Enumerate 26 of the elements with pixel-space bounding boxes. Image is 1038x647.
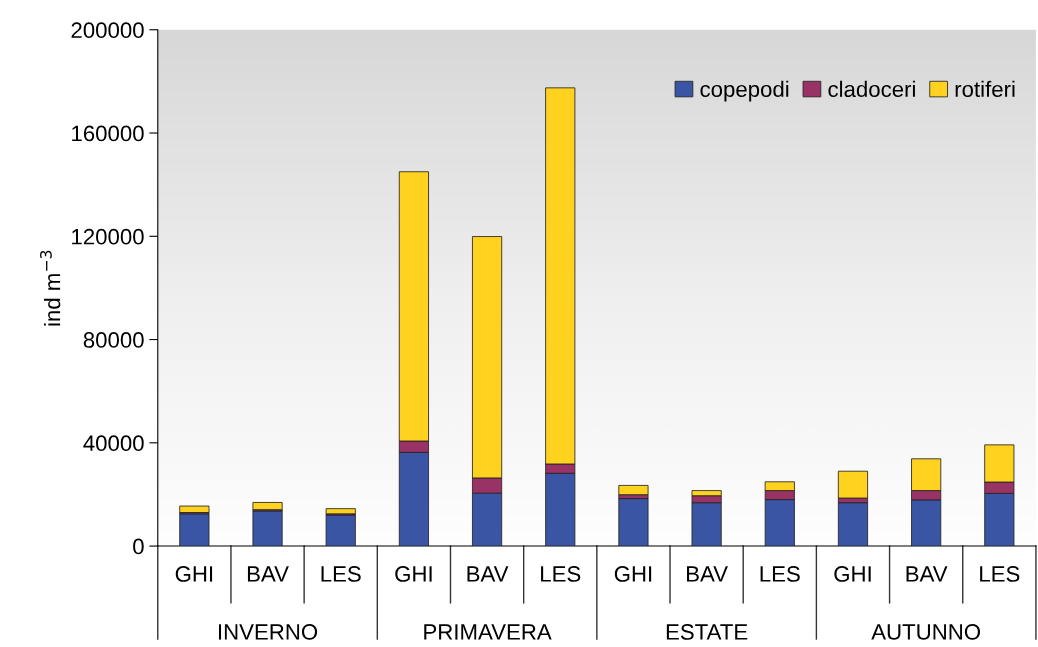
text: ESTATE [666,624,748,640]
legend-label: rotiferi [955,80,1015,98]
x-tick-label: BAV [906,566,948,582]
legend-label: copepodi [700,80,789,102]
x-tick-label: GHI [834,566,871,582]
x-tick-label: LES [321,566,361,582]
x-tick-label: LES [541,566,581,582]
x-tick-label: BAV [687,566,728,582]
y-tick-label: 120000 [72,228,144,245]
x-tick-label: LES [760,566,800,582]
legend-label: cladoceri [828,80,915,98]
y-axis-title: ind m$^{−3}$ [40,250,61,326]
x-tick-label: GHI [614,566,652,582]
x-tick-label: LES [980,566,1020,582]
y-tick-label: 80000 [83,332,144,348]
y-tick-label: 0 [133,538,144,555]
y-tick-label: 200000 [71,22,144,39]
x-tick-label: BAV [467,566,509,582]
x-tick-label: GHI [175,566,213,582]
y-tick-label: 40000 [83,435,144,452]
x-tick-label: BAV [247,566,289,582]
text: INVERNO [218,624,318,640]
y-tick-label: 160000 [72,125,144,142]
text: AUTUNNO [871,624,981,640]
text: PRIMAVERA [424,624,552,640]
x-tick-label: GHI [395,566,432,582]
